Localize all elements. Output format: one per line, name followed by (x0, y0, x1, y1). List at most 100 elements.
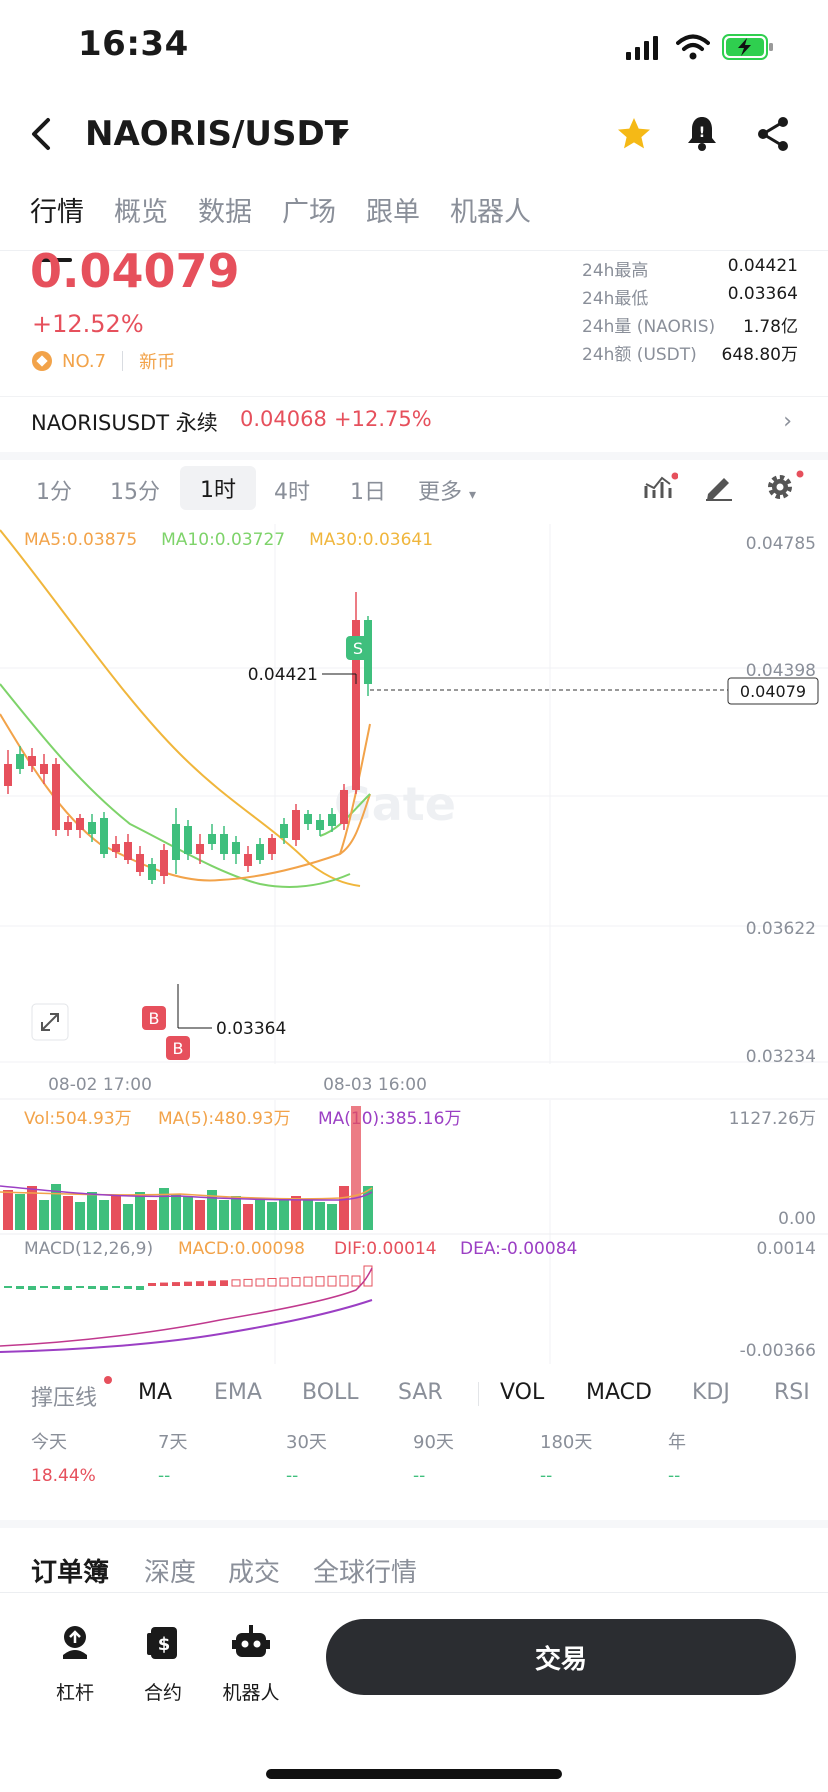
stat-value: 0.04421 (727, 256, 798, 276)
volume-bar (51, 1184, 61, 1230)
tab-market[interactable]: 行情 (30, 190, 84, 262)
volume-bar (267, 1202, 277, 1230)
macd-bar (112, 1286, 120, 1288)
volume-bar (111, 1196, 121, 1230)
candle-body (64, 822, 72, 830)
pair-title[interactable]: NAORIS/USDT (85, 114, 348, 154)
tab-bots[interactable]: 机器人 (450, 197, 531, 228)
macd-bar (52, 1286, 60, 1289)
ma30-value: MA30:0.03641 (309, 530, 434, 550)
timeframe-1m[interactable]: 1分 (36, 480, 72, 505)
return-90d: 90天 -- (413, 1428, 454, 1486)
vol-ma5-value: MA(5):480.93万 (158, 1109, 291, 1129)
candle-body (256, 844, 264, 860)
rank-divider (122, 351, 124, 371)
sell-signal-badge (346, 636, 370, 660)
indicator-vol[interactable]: VOL (500, 1380, 545, 1405)
futures-icon: $ (147, 1627, 177, 1659)
return-label: 180天 (540, 1432, 593, 1453)
macd-bar (148, 1283, 156, 1286)
chevron-right-icon: › (783, 409, 792, 434)
macd-bar (124, 1286, 132, 1289)
candle-body (244, 854, 252, 866)
perpetual-contract-row[interactable]: NAORISUSDT 永续 0.04068 +12.75% › (0, 396, 828, 444)
time-axis-label: 08-03 16:00 (323, 1075, 427, 1095)
stat-value: 1.78亿 (743, 317, 798, 337)
price-alert-bell-icon[interactable]: ! (686, 114, 718, 152)
tab-global-market[interactable]: 全球行情 (313, 1558, 418, 1588)
back-arrow-icon[interactable] (28, 116, 58, 152)
return-value: 18.44% (31, 1466, 96, 1486)
volume-bar (15, 1194, 25, 1230)
macd-value: MACD:0.00098 (178, 1239, 305, 1259)
tab-depth[interactable]: 深度 (144, 1558, 197, 1588)
candle-body (232, 842, 240, 854)
volume-bar (255, 1198, 265, 1230)
candle-body (4, 764, 12, 786)
margin-button[interactable]: 杠杆 (40, 1623, 110, 1705)
svg-text:$: $ (158, 1634, 171, 1655)
timeframe-1d[interactable]: 1日 (350, 480, 386, 505)
tab-copy-trading[interactable]: 跟单 (366, 197, 420, 228)
timeframe-more[interactable]: 更多 ▾ (418, 474, 476, 506)
tab-trades[interactable]: 成交 (228, 1558, 281, 1588)
macd-axis-label: -0.00366 (740, 1341, 816, 1361)
timeframe-bar: 1分 15分 1时 4时 1日 更多 ▾ (0, 452, 828, 518)
period-returns: 今天 18.44% 7天 -- 30天 -- 90天 -- 180天 -- 年 -- (0, 1428, 828, 1502)
volume-bar (363, 1186, 373, 1230)
candle-body (28, 756, 36, 766)
kline-chart[interactable]: Gate 0.04079 0.04785 0.04398 0.03622 0.0… (0, 524, 828, 1364)
return-today: 今天 18.44% (31, 1428, 96, 1486)
indicator-chart-icon[interactable] (644, 472, 678, 502)
macd-bar (136, 1286, 144, 1290)
caret-down-icon: ▾ (469, 487, 477, 503)
dropdown-caret-icon[interactable] (332, 128, 350, 140)
dif-line (0, 1267, 373, 1347)
cellular-signal-icon (626, 36, 658, 60)
macd-bar (351, 1275, 361, 1287)
buy-signal-badge (166, 1036, 190, 1060)
indicator-kdj[interactable]: KDJ (692, 1380, 730, 1405)
indicator-sar[interactable]: SAR (398, 1380, 443, 1405)
drawing-pen-icon[interactable] (704, 472, 734, 502)
bots-button[interactable]: 机器人 (216, 1623, 286, 1705)
timeframe-1h[interactable]: 1时 (180, 466, 256, 510)
candles (4, 592, 372, 884)
tab-data[interactable]: 数据 (198, 197, 252, 228)
stat-label: 24h最低 (582, 289, 649, 309)
macd-bar (40, 1286, 48, 1288)
indicator-ma[interactable]: MA (138, 1380, 173, 1405)
futures-button[interactable]: $ 合约 (128, 1623, 198, 1705)
return-label: 7天 (158, 1432, 188, 1453)
share-icon[interactable] (756, 116, 790, 152)
tab-square[interactable]: 广场 (282, 197, 336, 228)
wifi-icon (676, 34, 710, 60)
volume-bar (207, 1190, 217, 1230)
timeframe-4h[interactable]: 4时 (274, 480, 310, 505)
trade-button[interactable]: 交易 (326, 1619, 796, 1695)
stat-label: 24h最高 (582, 261, 649, 281)
candle-body (184, 826, 192, 854)
macd-bar (184, 1281, 192, 1286)
indicator-macd[interactable]: MACD (586, 1380, 652, 1405)
perpetual-change: +12.75% (334, 407, 432, 431)
candle-body (268, 838, 276, 854)
indicator-rsi[interactable]: RSI (774, 1380, 810, 1405)
tab-orderbook[interactable]: 订单簿 (31, 1558, 110, 1588)
battery-charging-icon (722, 34, 773, 60)
ma5-value: MA5:0.03875 (24, 530, 138, 550)
macd-bar (172, 1282, 180, 1286)
favorite-star-icon[interactable] (616, 116, 652, 152)
indicator-boll[interactable]: BOLL (302, 1380, 359, 1405)
macd-bar (303, 1276, 313, 1287)
tab-overview[interactable]: 概览 (114, 197, 168, 228)
indicator-support-resistance[interactable]: 撑压线 (31, 1386, 98, 1411)
volume-bar (171, 1194, 181, 1230)
timeframe-15m[interactable]: 15分 (110, 480, 160, 505)
svg-text:!: ! (699, 125, 705, 141)
vol-ma5-line (0, 1187, 373, 1200)
indicator-ema[interactable]: EMA (214, 1380, 262, 1405)
expand-icon (41, 1013, 59, 1031)
settings-gear-icon[interactable] (764, 470, 804, 502)
candle-body (316, 820, 324, 830)
